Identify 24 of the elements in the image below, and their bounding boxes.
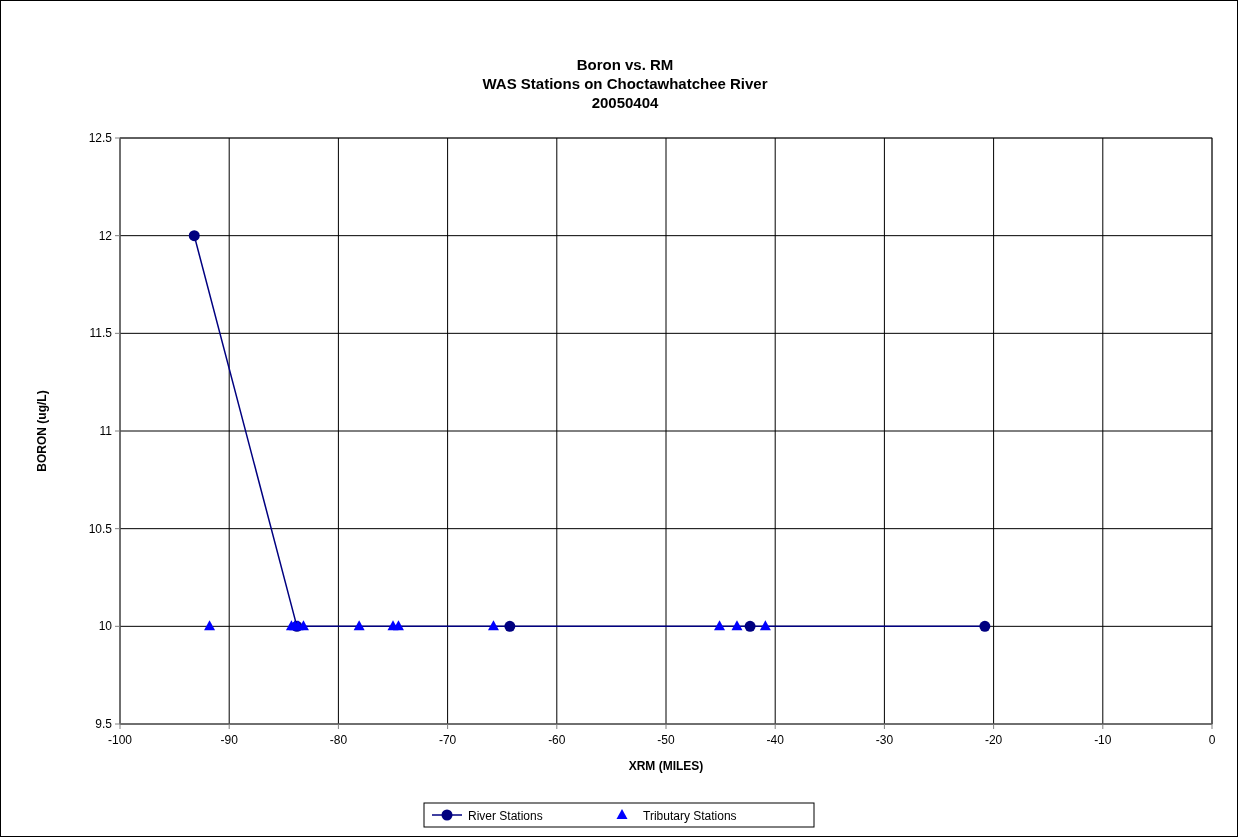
y-tick-label: 11 (99, 424, 113, 438)
y-tick-label: 12.5 (88, 131, 113, 145)
x-axis-title: XRM (MILES) (628, 759, 704, 773)
chart-title: Boron vs. RM (576, 56, 674, 73)
y-tick-label: 11.5 (89, 326, 113, 341)
x-tick-label: -90 (220, 733, 239, 747)
y-axis-title: BORON (ug/L) (35, 390, 49, 472)
y-tick-label: 10.5 (88, 521, 113, 536)
x-tick-label: -10 (1094, 733, 1112, 747)
y-tick-label: 9.5 (95, 717, 113, 731)
x-tick-label: -20 (984, 733, 1003, 747)
x-tick-label: -30 (875, 733, 894, 747)
x-tick-label: -40 (766, 733, 785, 747)
legend-label: Tributary Stations (643, 809, 737, 823)
legend-label: River Stations (468, 809, 543, 823)
chart-subtitle: WAS Stations on Choctawhatchee River 20050404 (482, 75, 768, 111)
x-tick-label: -100 (107, 733, 133, 747)
x-tick-label: 0 (1208, 733, 1216, 747)
x-tick-label: -70 (438, 733, 457, 747)
x-tick-label: -60 (548, 733, 566, 747)
y-tick-label: 12 (98, 228, 113, 243)
x-tick-label: -80 (329, 733, 348, 747)
x-tick-label: -50 (657, 733, 675, 747)
y-tick-label: 10 (98, 619, 113, 634)
